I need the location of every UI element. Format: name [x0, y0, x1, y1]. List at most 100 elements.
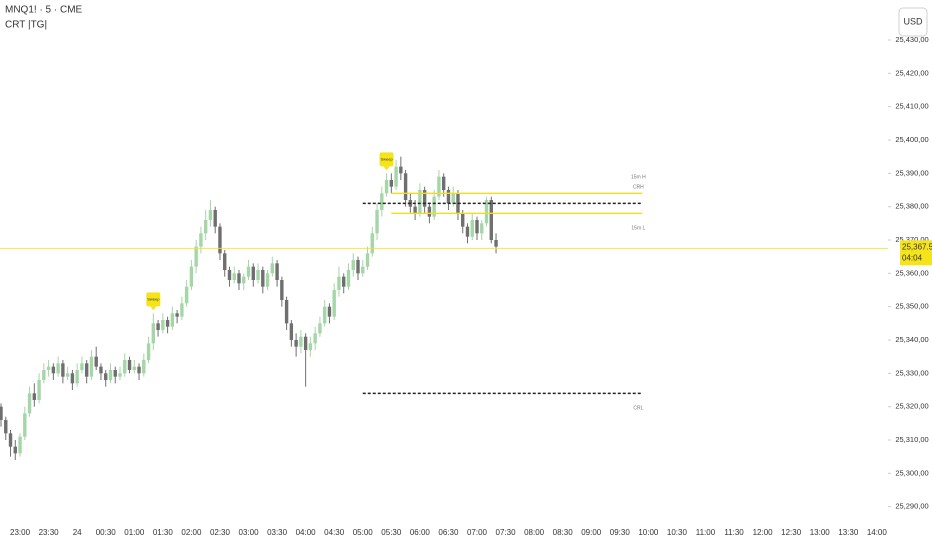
y-tick-label: 25,380,00 — [895, 202, 928, 211]
candle-body — [299, 336, 303, 347]
candle-body — [184, 286, 189, 304]
candle-body — [27, 393, 32, 414]
candle-body — [194, 246, 198, 267]
candle-body — [123, 360, 127, 374]
candle-body — [413, 206, 417, 214]
x-tick-label: 13:00 — [810, 528, 831, 537]
candle-body — [432, 196, 436, 217]
candle-body — [32, 393, 37, 400]
candle-body — [94, 356, 98, 367]
y-tick-label: 25,310,00 — [895, 435, 928, 444]
candle-body — [275, 263, 279, 280]
candle-body — [127, 360, 132, 370]
candle-body — [246, 266, 251, 277]
x-tick-label: 09:00 — [581, 528, 602, 537]
candle-body — [99, 366, 103, 374]
y-tick-label: 25,320,00 — [895, 402, 928, 411]
x-tick-label: 04:30 — [324, 528, 345, 537]
candle-body — [437, 176, 441, 197]
candle-body — [394, 166, 398, 187]
candle-body — [361, 266, 365, 274]
x-tick-label: 10:30 — [667, 528, 688, 537]
candle-body — [151, 323, 156, 344]
x-tick-label: 01:30 — [153, 528, 174, 537]
candle-body — [137, 366, 141, 374]
candle-body — [165, 320, 170, 327]
x-tick-label: 06:00 — [410, 528, 431, 537]
candle-body — [422, 190, 427, 207]
candle-body — [256, 270, 260, 280]
candle-body — [280, 280, 284, 300]
indicator-name[interactable]: CRT |TG| — [5, 20, 47, 31]
marker-label: Sweep — [147, 296, 160, 301]
last-price-label: 25,367.50 — [902, 242, 932, 251]
candle-body — [494, 240, 498, 247]
candle-body — [380, 193, 384, 210]
x-tick-label: 23:30 — [39, 528, 60, 537]
chart-title: MNQ1! · 5 · CME — [5, 5, 83, 16]
candle-body — [270, 263, 275, 274]
candle-body — [0, 406, 3, 420]
candle-body — [403, 173, 408, 200]
y-tick-label: 25,410,00 — [895, 102, 928, 111]
x-tick-label: 14:00 — [867, 528, 888, 537]
candle-body — [23, 413, 27, 437]
candle-body — [465, 226, 470, 237]
candle-body — [199, 233, 203, 247]
candle-body — [42, 370, 46, 380]
y-tick-label: 25,370,00 — [895, 235, 928, 244]
candle-body — [227, 270, 232, 280]
candle-body — [337, 276, 341, 290]
candle-body — [294, 340, 298, 347]
x-tick-label: 04:00 — [296, 528, 317, 537]
candle-body — [170, 313, 175, 327]
level-label: CRH — [633, 185, 644, 191]
candle-body — [142, 360, 146, 374]
candle-body — [89, 356, 94, 377]
candle-body — [213, 210, 217, 227]
candle-body — [13, 446, 17, 454]
x-tick-label: 02:00 — [181, 528, 202, 537]
x-tick-label: 00:30 — [96, 528, 117, 537]
candle-body — [322, 306, 327, 324]
y-tick-label: 25,390,00 — [895, 168, 928, 177]
candle-body — [218, 226, 222, 254]
candle-body — [327, 306, 332, 317]
countdown: 04:04 — [902, 253, 923, 262]
x-tick-label: 02:30 — [210, 528, 231, 537]
marker-pointer — [383, 166, 390, 171]
candle-body — [4, 420, 8, 434]
x-tick-label: 09:30 — [610, 528, 631, 537]
x-tick-label: 12:00 — [753, 528, 774, 537]
marker-box — [146, 292, 161, 307]
candle-body — [113, 370, 117, 377]
candle-body — [261, 270, 265, 287]
candle-body — [132, 366, 136, 370]
candle-body — [161, 320, 165, 330]
candle-body — [65, 373, 70, 377]
currency-button-frame[interactable] — [898, 7, 928, 37]
currency-button[interactable]: USD — [903, 16, 923, 26]
x-tick-label: 10:00 — [638, 528, 659, 537]
candle-body — [84, 363, 89, 377]
candle-body — [289, 323, 294, 340]
candle-body — [146, 343, 151, 360]
candle-body — [427, 206, 432, 217]
candle-body — [351, 260, 355, 270]
candle-body — [375, 210, 379, 234]
candle-body — [284, 300, 289, 324]
x-tick-label: 23:00 — [10, 528, 31, 537]
candle-body — [303, 336, 308, 350]
x-tick-label: 03:00 — [239, 528, 260, 537]
candle-body — [232, 273, 236, 280]
candle-body — [37, 380, 41, 400]
marker-box — [379, 152, 394, 167]
marker-label: Sweep — [380, 156, 393, 161]
candle-body — [189, 266, 194, 287]
x-tick-label: 05:00 — [353, 528, 374, 537]
x-tick-label: 08:30 — [553, 528, 574, 537]
candle-body — [313, 333, 317, 344]
x-tick-label: 06:30 — [438, 528, 459, 537]
